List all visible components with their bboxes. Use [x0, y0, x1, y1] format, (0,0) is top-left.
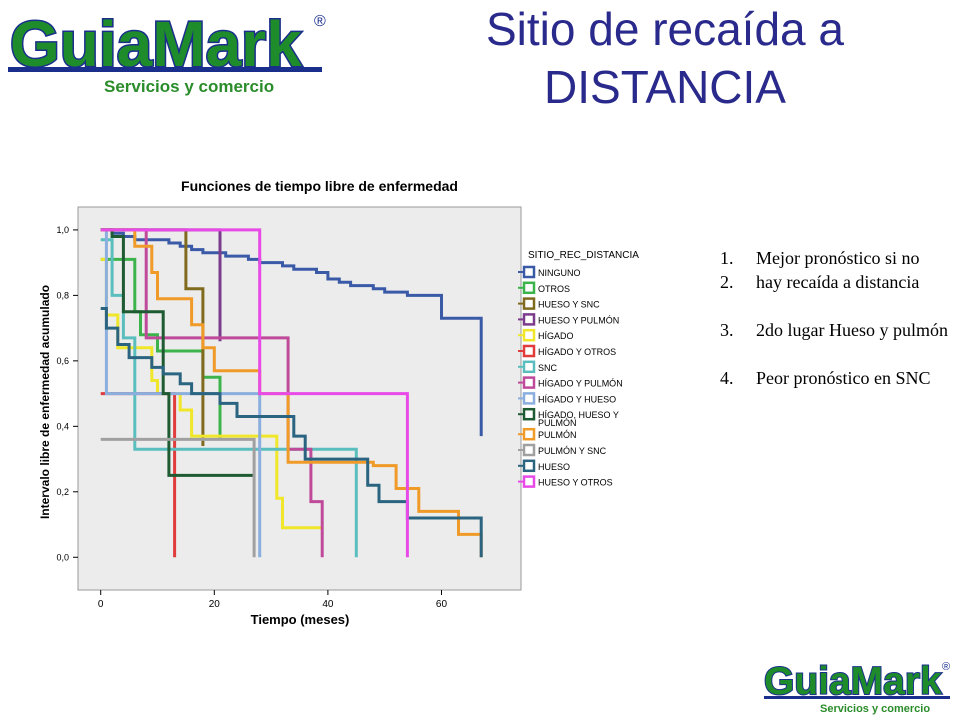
legend-swatch-3	[522, 313, 536, 326]
note-item-4: 4. Peor pronóstico en SNC	[720, 366, 956, 390]
legend-label-9: HÍGADO, HUESO Y	[538, 410, 619, 420]
note-text: hay recaída a distancia	[756, 272, 920, 292]
series-line-9	[100, 228, 255, 477]
x-tick-label: 0	[98, 599, 104, 610]
legend-swatch-9	[522, 407, 536, 421]
legend-swatch-0	[522, 265, 536, 279]
y-axis-label: Intervalo libre de enfermedad acumulado	[38, 285, 52, 519]
series-line-6	[100, 238, 358, 558]
note-text: Peor pronóstico en SNC	[756, 368, 931, 388]
note-number: 3.	[720, 320, 734, 340]
note-item-1: 1. Mejor pronóstico si no	[720, 246, 956, 270]
legend-label-12: HUESO	[538, 462, 570, 472]
legend-label-6: SNC	[538, 363, 558, 373]
legend-swatch-10	[522, 427, 536, 441]
slide-title-line-2: DISTANCIA	[544, 61, 786, 113]
legend-swatch-7	[522, 376, 536, 389]
series-line-13	[100, 228, 409, 558]
legend-label-1: OTROS	[538, 284, 570, 294]
logo-underline-small	[764, 696, 950, 699]
note-number: 2.	[720, 272, 734, 292]
note-text: 2do lugar Hueso y pulmón	[756, 320, 948, 340]
legend-label-8: HÍGADO Y HUESO	[538, 394, 616, 404]
logo-tagline-small: Servicios y comercio	[820, 703, 930, 715]
note-number: 1.	[720, 248, 734, 268]
y-tick-label: 1,0	[56, 225, 69, 235]
legend-swatch-6	[522, 360, 536, 374]
legend-label-3: HUESO Y PULMÓN	[538, 315, 619, 325]
legend-label-0: NINGUNO	[538, 268, 581, 278]
notes-list: 1. Mejor pronóstico si no 2. hay recaída a…	[720, 246, 956, 390]
note-number: 4.	[720, 368, 734, 388]
series-line-12	[100, 307, 483, 558]
slide-title: Sitio de recaída a DISTANCIA	[380, 0, 950, 116]
series-line-0	[100, 228, 483, 437]
legend-swatch-5	[522, 344, 536, 358]
x-axis-label: Tiempo (meses)	[251, 612, 350, 627]
legend-label-7: HÍGADO Y PULMÓN	[538, 379, 623, 389]
y-tick-label: 0,0	[56, 552, 69, 562]
legend-label-13: HUESO Y OTROS	[538, 478, 613, 488]
guiamark-logo-top: GuiaMark ® Servicios y comercio	[8, 7, 326, 96]
legend-label-2: HUESO Y SNC	[538, 300, 600, 310]
plot-background	[77, 206, 522, 591]
legend-label-5: HÍGADO Y OTROS	[538, 347, 616, 357]
y-tick-label: 0,4	[56, 421, 69, 431]
chart-title: Funciones de tiempo libre de enfermedad	[181, 178, 458, 194]
legend-swatch-4	[522, 328, 536, 342]
legend-label-10: PULMÓN	[538, 430, 577, 440]
legend-label-9-cont: PULMÓN	[538, 418, 577, 428]
logo-tagline: Servicios y comercio	[104, 77, 274, 96]
logo-registered-mark-small: ®	[942, 661, 950, 673]
legend-swatch-11	[522, 443, 536, 457]
series-line-11	[100, 437, 256, 558]
legend-swatch-1	[522, 281, 536, 295]
y-tick-label: 0,2	[56, 487, 69, 497]
x-tick-label: 20	[209, 599, 221, 610]
logo-underline	[8, 67, 322, 72]
legend-swatch-12	[522, 459, 536, 473]
x-tick-label: 60	[436, 599, 448, 610]
note-item-3: 3. 2do lugar Hueso y pulmón	[720, 318, 956, 342]
legend-swatch-13	[522, 475, 536, 488]
legend-title: SITIO_REC_DISTANCIA	[528, 250, 639, 261]
note-item-2: 2. hay recaída a distancia	[720, 270, 956, 294]
legend-label-4: HÍGADO	[538, 331, 574, 341]
legend-swatch-2	[522, 297, 536, 310]
logo-registered-mark: ®	[314, 13, 326, 30]
legend-swatch-8	[522, 392, 536, 405]
guiamark-logo-bottom: GuiaMark ® Servicios y comercio	[763, 659, 950, 715]
y-tick-label: 0,6	[56, 356, 69, 366]
y-tick-label: 0,8	[56, 290, 69, 300]
note-text: Mejor pronóstico si no	[756, 248, 920, 268]
slide-title-line-1: Sitio de recaída a	[485, 3, 844, 55]
x-tick-label: 40	[322, 599, 334, 610]
legend-label-11: PULMÓN Y SNC	[538, 446, 607, 456]
